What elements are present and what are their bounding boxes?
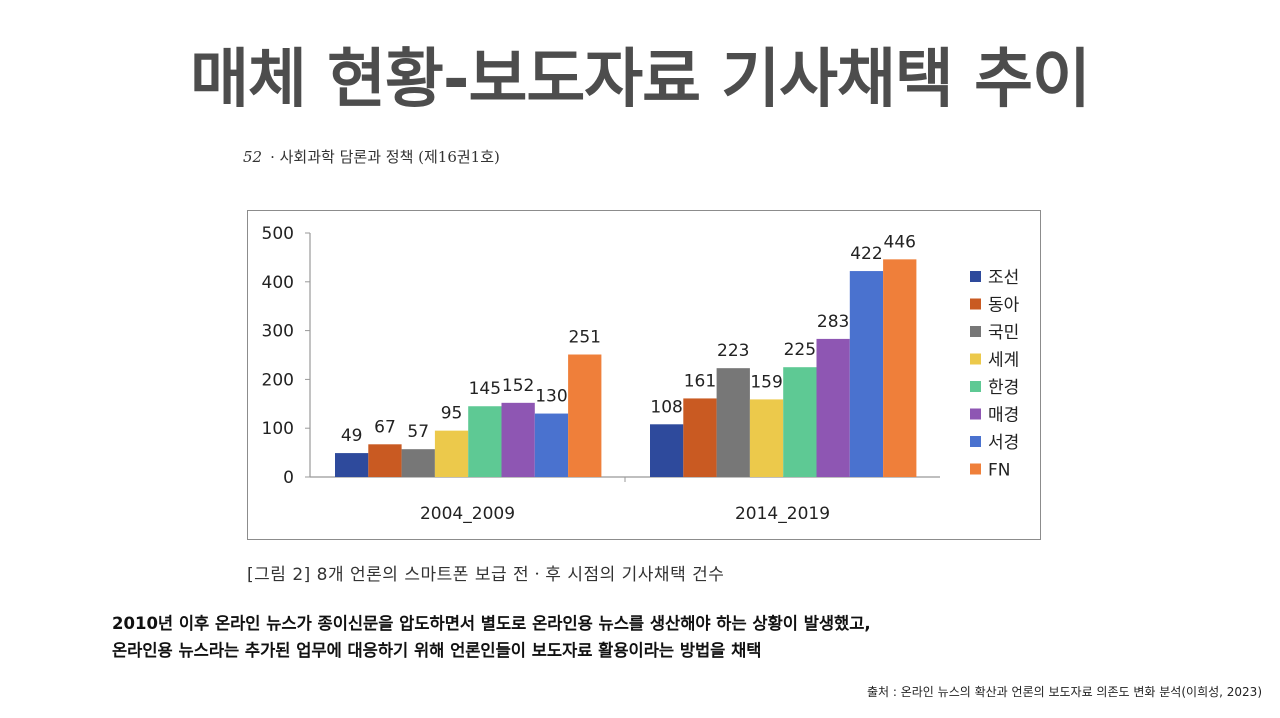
x-category-label: 2014_2019 (735, 504, 830, 524)
legend-label: 매경 (988, 406, 1019, 426)
running-head-text: · 사회과학 담론과 정책 (제16권1호) (270, 148, 500, 166)
legend-swatch (970, 436, 981, 447)
legend-label: 국민 (988, 323, 1019, 343)
y-tick-label: 100 (262, 419, 294, 439)
data-label: 446 (884, 232, 916, 252)
data-label: 223 (717, 341, 749, 361)
legend-swatch (970, 326, 981, 337)
bar (368, 444, 402, 477)
bar (683, 398, 717, 477)
data-label: 145 (469, 379, 501, 399)
data-label: 159 (750, 372, 782, 392)
legend-swatch (970, 353, 981, 365)
y-tick-label: 400 (262, 273, 294, 293)
data-label: 283 (817, 312, 849, 332)
bar (468, 406, 502, 477)
running-head: 52 · 사회과학 담론과 정책 (제16권1호) (243, 146, 500, 167)
legend-label: FN (988, 461, 1011, 481)
bar (849, 271, 884, 477)
bar (816, 338, 850, 477)
data-label: 57 (407, 422, 429, 442)
data-label: 95 (441, 404, 463, 424)
legend-label: 조선 (988, 268, 1019, 288)
y-tick-label: 300 (262, 322, 294, 342)
data-label: 161 (684, 371, 716, 391)
body-line-2: 온라인용 뉴스라는 추가된 업무에 대응하기 위해 언론인들이 보도자료 활용이… (112, 641, 762, 660)
bar (568, 354, 602, 477)
y-tick-label: 200 (262, 370, 294, 390)
bar (883, 259, 917, 477)
bar (534, 413, 569, 477)
bar (401, 449, 435, 477)
figure-caption: [그림 2] 8개 언론의 스마트폰 보급 전ㆍ후 시점의 기사채택 건수 (247, 565, 725, 585)
body-text: 2010년 이후 온라인 뉴스가 종이신문을 압도하면서 별도로 온라인용 뉴스… (112, 610, 871, 664)
y-tick-label: 500 (262, 224, 294, 244)
bar (650, 424, 684, 477)
data-label: 251 (569, 328, 601, 348)
bar (749, 399, 784, 477)
bar (716, 368, 750, 477)
data-label: 152 (502, 376, 534, 396)
slide-title: 매체 현황-보도자료 기사채택 추이 (190, 43, 1091, 117)
legend-label: 서경 (988, 433, 1019, 453)
body-line-1: 2010년 이후 온라인 뉴스가 종이신문을 압도하면서 별도로 온라인용 뉴스… (112, 614, 871, 633)
data-label: 422 (850, 244, 882, 264)
bar (434, 430, 469, 477)
data-label: 108 (650, 397, 682, 417)
x-category-label: 2004_2009 (420, 504, 515, 524)
legend-label: 한경 (988, 378, 1019, 398)
legend-swatch (970, 463, 981, 475)
data-label: 225 (784, 340, 816, 360)
bar (501, 402, 535, 477)
running-head-page: 52 (243, 148, 263, 166)
bar (783, 367, 817, 477)
legend-swatch (970, 271, 981, 282)
legend-swatch (970, 298, 981, 310)
legend-swatch (970, 408, 981, 420)
source-note: 출처 : 온라인 뉴스의 확산과 언론의 보도자료 의존도 변화 분석(이희성,… (866, 685, 1262, 699)
y-tick-label: 0 (283, 468, 294, 488)
bar-chart: 0 100 200 300 400 500 2004_2009 49 67 57 95 145 152 1… (247, 210, 1041, 540)
data-label: 49 (341, 426, 363, 446)
legend-swatch (970, 381, 981, 392)
legend-label: 세계 (988, 351, 1019, 371)
data-label: 67 (374, 417, 396, 437)
bar (335, 453, 369, 477)
data-label: 130 (535, 387, 567, 407)
legend-label: 동아 (988, 296, 1020, 316)
